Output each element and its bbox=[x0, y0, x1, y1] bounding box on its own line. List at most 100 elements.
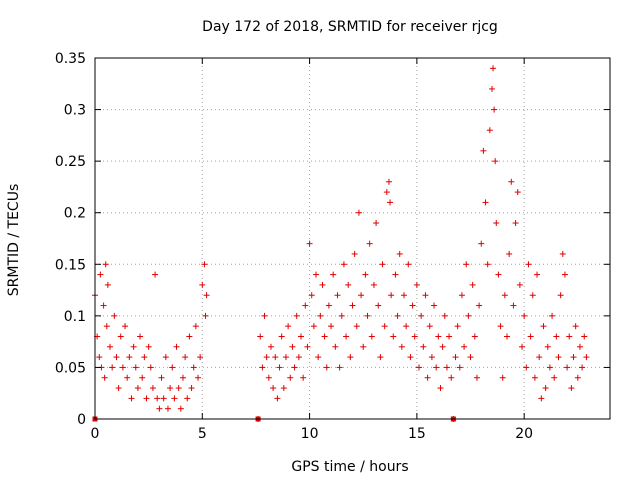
data-point bbox=[158, 374, 165, 381]
data-point bbox=[197, 354, 204, 361]
data-point bbox=[160, 395, 167, 402]
data-point bbox=[188, 385, 195, 392]
data-point bbox=[478, 240, 485, 247]
data-point bbox=[134, 385, 141, 392]
data-point bbox=[287, 374, 294, 381]
data-point bbox=[351, 250, 358, 257]
data-point bbox=[401, 292, 407, 299]
data-point bbox=[452, 354, 459, 361]
data-point bbox=[334, 292, 341, 299]
data-point bbox=[104, 281, 111, 288]
data-point bbox=[405, 261, 412, 268]
data-point bbox=[551, 374, 558, 381]
data-point bbox=[437, 385, 444, 392]
data-point bbox=[195, 374, 201, 381]
y-tick-label: 0.05 bbox=[55, 360, 86, 376]
data-point bbox=[441, 312, 448, 319]
data-point bbox=[154, 395, 161, 402]
data-point bbox=[139, 374, 146, 381]
data-point bbox=[568, 385, 575, 392]
data-point bbox=[300, 374, 307, 381]
data-point bbox=[379, 261, 386, 268]
data-point bbox=[448, 374, 455, 381]
data-point bbox=[407, 354, 414, 361]
data-point bbox=[579, 364, 586, 371]
data-point bbox=[439, 343, 446, 350]
data-point bbox=[388, 292, 395, 299]
data-point bbox=[325, 302, 332, 309]
data-point bbox=[128, 395, 135, 402]
data-point bbox=[521, 312, 528, 319]
data-point bbox=[542, 385, 549, 392]
data-point bbox=[132, 364, 139, 371]
data-point bbox=[495, 271, 502, 278]
data-point bbox=[278, 333, 285, 340]
data-point bbox=[555, 354, 562, 361]
data-point bbox=[302, 302, 309, 309]
data-point bbox=[203, 292, 210, 299]
data-point bbox=[272, 354, 279, 361]
data-point bbox=[332, 343, 339, 350]
data-point bbox=[364, 312, 371, 319]
data-point bbox=[368, 333, 375, 340]
data-point bbox=[413, 281, 420, 288]
data-point bbox=[574, 374, 581, 381]
data-point bbox=[310, 323, 317, 330]
data-point bbox=[581, 333, 588, 340]
data-point bbox=[355, 209, 362, 216]
data-point bbox=[456, 364, 463, 371]
y-tick-label: 0 bbox=[77, 412, 86, 428]
data-point bbox=[390, 333, 397, 340]
data-point bbox=[572, 323, 579, 330]
data-point bbox=[259, 364, 266, 371]
data-point bbox=[482, 199, 489, 206]
data-point bbox=[424, 374, 431, 381]
data-point bbox=[525, 261, 532, 268]
data-point bbox=[491, 106, 498, 113]
data-point bbox=[117, 333, 124, 340]
plot-frame bbox=[94, 57, 611, 420]
y-tick-label: 0.25 bbox=[55, 154, 86, 170]
data-point bbox=[454, 323, 461, 330]
data-point bbox=[315, 354, 322, 361]
data-point bbox=[115, 385, 122, 392]
x-tick-label: 0 bbox=[91, 426, 100, 442]
data-point bbox=[338, 312, 345, 319]
data-point bbox=[164, 405, 171, 412]
data-point bbox=[510, 302, 517, 309]
data-point bbox=[184, 395, 191, 402]
x-tick-label: 10 bbox=[301, 426, 319, 442]
data-point bbox=[109, 364, 116, 371]
data-point bbox=[370, 281, 377, 288]
data-point bbox=[383, 189, 390, 196]
data-point bbox=[143, 395, 150, 402]
data-point bbox=[107, 343, 114, 350]
data-point bbox=[313, 271, 320, 278]
data-point bbox=[559, 250, 566, 257]
data-point bbox=[473, 374, 480, 381]
data-point bbox=[431, 302, 438, 309]
data-point bbox=[516, 281, 523, 288]
data-point bbox=[130, 343, 137, 350]
data-point bbox=[492, 158, 499, 165]
data-point bbox=[534, 271, 541, 278]
data-point bbox=[145, 343, 152, 350]
data-point bbox=[321, 333, 328, 340]
data-point bbox=[330, 271, 337, 278]
y-tick-label: 0.35 bbox=[55, 51, 86, 67]
data-point bbox=[137, 333, 144, 340]
data-point bbox=[416, 364, 423, 371]
data-point bbox=[381, 323, 388, 330]
data-point bbox=[523, 364, 530, 371]
data-point bbox=[336, 364, 343, 371]
data-point bbox=[293, 312, 300, 319]
data-point bbox=[289, 343, 296, 350]
data-point bbox=[544, 343, 551, 350]
data-point bbox=[373, 220, 380, 227]
data-point bbox=[192, 323, 199, 330]
data-point bbox=[119, 364, 126, 371]
data-point bbox=[190, 364, 197, 371]
data-point bbox=[347, 354, 354, 361]
data-point bbox=[420, 343, 427, 350]
data-point bbox=[583, 354, 590, 361]
